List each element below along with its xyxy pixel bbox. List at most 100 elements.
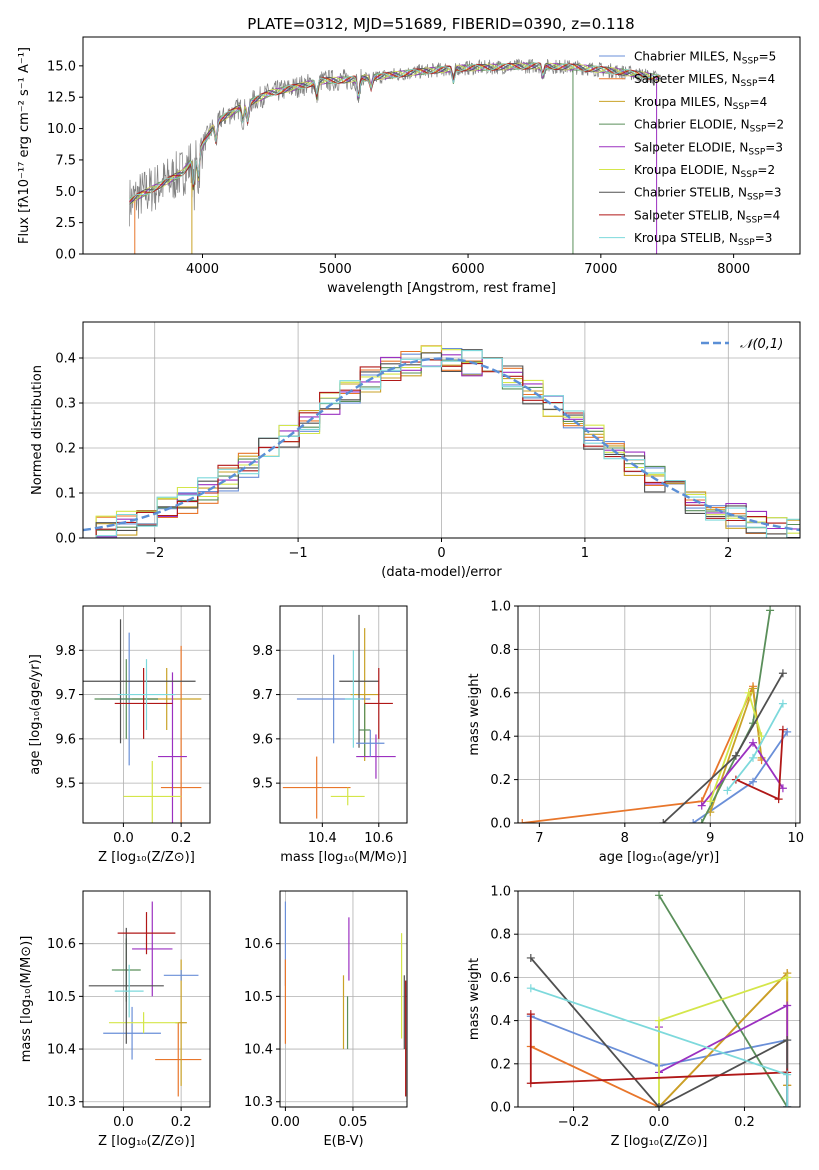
legend-n-sub: SSP [742, 57, 759, 67]
legend-model: Chabrier MILES [634, 50, 725, 64]
legend-n-value: 3 [765, 231, 773, 245]
massweight_vs_Z-data [526, 891, 792, 1107]
massweight_vs_age-series-4-marker [778, 784, 787, 793]
age_vs_Z-ytick-label: 9.8 [55, 644, 76, 659]
massweight_vs_age-series-6-marker [778, 669, 787, 678]
massweight_vs_Z-series-6-marker [783, 1036, 792, 1045]
legend-n-value: 2 [777, 118, 785, 132]
massweight_vs_Z-ylabel: mass weight [467, 958, 482, 1040]
massweight_vs_age-ytick-label: 0.0 [490, 817, 511, 832]
massweight_vs_age-ytick-label: 0.4 [490, 730, 511, 745]
residuals-xlabel: (data-model)/error [381, 565, 502, 580]
legend-n-value: 4 [767, 72, 775, 86]
mass_vs_EBV-ytick-label: 10.3 [244, 1095, 273, 1110]
massweight_vs_age-series-3-marker [766, 606, 775, 615]
massweight_vs_Z-series-3 [658, 894, 788, 1107]
age_vs_mass-ytick-label: 9.7 [252, 688, 273, 703]
mass_vs_Z-ytick-label: 10.3 [47, 1095, 76, 1110]
residuals-xtick-label: 2 [724, 546, 732, 561]
age_vs_Z-ytick-label: 9.7 [55, 688, 76, 703]
massweight_vs_Z-ytick-label: 0.4 [490, 1014, 511, 1029]
massweight_vs_Z-series-5-marker [655, 1016, 663, 1025]
massweight_vs_age-ytick-label: 1.0 [490, 600, 511, 615]
massweight_vs_age-data [518, 606, 792, 823]
legend-n-prefix: , N [732, 140, 749, 154]
legend-n-prefix: , N [724, 72, 741, 86]
mass_vs_EBV-frame [279, 890, 408, 1108]
legend-n-sub: SSP [741, 79, 758, 89]
spectrum-xtick-label: 6000 [452, 262, 485, 277]
grid-layer [83, 322, 800, 1108]
spectrum-ytick-label: 7.5 [55, 153, 76, 168]
residuals-xtick-label: 0 [437, 546, 445, 561]
age_vs_Z-frame [82, 605, 211, 824]
mass_vs_EBV-ytick-label: 10.6 [244, 937, 273, 952]
legend-n-eq: = [766, 118, 776, 132]
massweight_vs_age-ytick-label: 0.6 [490, 686, 511, 701]
legend-model: Kroupa MILES [634, 95, 716, 109]
legend-label-1: Salpeter MILES, NSSP=4 [634, 72, 775, 89]
residuals-ytick-label: 0.4 [55, 352, 76, 367]
legend-n-eq: = [755, 231, 765, 245]
mass_vs_EBV-ytick-label: 10.4 [244, 1043, 273, 1058]
mass_vs_Z-xtick-label: 0.2 [171, 1115, 192, 1130]
massweight_vs_Z-ytick-label: 0.6 [490, 971, 511, 986]
spectrum-xtick-label: 4000 [186, 262, 219, 277]
legend-n-eq: = [764, 186, 774, 200]
massweight_vs_Z-xtick-label: 0.0 [649, 1115, 670, 1130]
massweight_vs_age-frame [517, 605, 801, 824]
legend-label-0: Chabrier MILES, NSSP=5 [634, 50, 776, 67]
mass_vs_Z-ylabel: mass [log₁₀(M/M⊙)] [19, 936, 34, 1063]
residual-histogram-8 [83, 350, 800, 538]
legend-n-prefix: , N [733, 118, 750, 132]
mass_vs_Z-ytick-label: 10.5 [47, 990, 76, 1005]
legend-n-sub: SSP [746, 215, 763, 225]
legend-n-prefix: , N [730, 186, 747, 200]
spectrum-ytick-label: 10.0 [47, 122, 76, 137]
massweight_vs_age-series-1-marker [518, 819, 527, 823]
massweight_vs_Z-ytick-label: 0.0 [490, 1101, 511, 1116]
residuals-ylabel: Normed distribution [30, 365, 45, 495]
spectrum-model-line-8 [129, 62, 661, 200]
massweight_vs_age-series-5-marker [706, 797, 715, 806]
age_vs_Z-ylabel: age [log₁₀(age/yr)] [28, 654, 43, 775]
spectrum-xlabel: wavelength [Angstrom, rest frame] [327, 281, 556, 296]
massweight_vs_age-series-7-marker [778, 725, 787, 734]
mass_vs_Z-data [88, 901, 202, 1097]
massweight_vs_Z-series-6-marker [526, 953, 535, 962]
legend-n-prefix: , N [716, 95, 733, 109]
legend-n-prefix: , N [721, 231, 738, 245]
legend-model: Chabrier ELODIE [634, 118, 733, 132]
figure-title: PLATE=0312, MJD=51689, FIBERID=0390, z=0… [247, 15, 634, 33]
residuals-ytick-label: 0.1 [55, 487, 76, 502]
residuals-data [83, 345, 800, 538]
legend-n-sub: SSP [748, 147, 765, 157]
legend-n-sub: SSP [741, 170, 758, 180]
legend-n-sub: SSP [747, 193, 764, 203]
age_vs_mass-ytick-label: 9.6 [252, 732, 273, 747]
massweight_vs_age-xtick-label: 7 [535, 831, 543, 846]
mass_vs_Z-xlabel: Z [log₁₀(Z/Z⊙)] [98, 1134, 195, 1149]
legend-n-sub: SSP [738, 238, 755, 248]
spectrum-frame [82, 36, 801, 255]
axes-layer: 4000 5000 6000 7000 80000.02.55.07.510.012.5… [17, 36, 804, 1149]
legend-model: Kroupa STELIB [634, 231, 721, 245]
mass_vs_EBV-xtick-label: 0.00 [271, 1115, 300, 1130]
legend-n-eq: = [765, 140, 775, 154]
legend-n-prefix: , N [729, 208, 746, 222]
massweight_vs_Z-series-6-marker [655, 1103, 663, 1107]
massweight_vs_age-series-6 [662, 672, 784, 823]
legend-n-value: 4 [760, 95, 768, 109]
spectrum-xtick-label: 8000 [717, 262, 750, 277]
spectrum-xtick-label: 7000 [584, 262, 617, 277]
mass_vs_Z-ytick-label: 10.4 [47, 1043, 76, 1058]
age_vs_Z-ytick-label: 9.6 [55, 732, 76, 747]
massweight_vs_age-series-3-marker [697, 819, 706, 823]
age_vs_Z-ytick-label: 9.5 [55, 777, 76, 792]
legend-n-eq: = [763, 208, 773, 222]
massweight_vs_age-series-0 [692, 731, 788, 823]
legend-label-8: Kroupa STELIB, NSSP=3 [634, 231, 772, 248]
age_vs_mass-frame [279, 605, 408, 824]
massweight_vs_age-series-2-marker [749, 684, 757, 693]
massweight_vs_Z-series-7-marker [526, 1010, 535, 1019]
